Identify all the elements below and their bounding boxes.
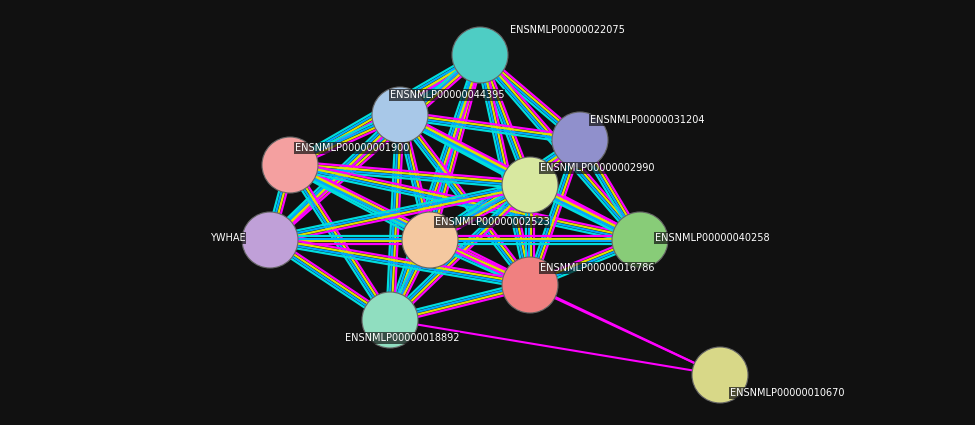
- Text: ENSNMLP00000031204: ENSNMLP00000031204: [590, 115, 705, 125]
- Circle shape: [612, 212, 668, 268]
- Circle shape: [452, 27, 508, 83]
- Circle shape: [502, 157, 558, 213]
- Text: ENSNMLP00000002990: ENSNMLP00000002990: [540, 163, 654, 173]
- Text: ENSNMLP00000040258: ENSNMLP00000040258: [655, 233, 769, 243]
- Circle shape: [242, 212, 298, 268]
- Text: ENSNMLP00000018892: ENSNMLP00000018892: [345, 333, 459, 343]
- Text: ENSNMLP00000010670: ENSNMLP00000010670: [730, 388, 844, 398]
- Text: YWHAE: YWHAE: [210, 233, 246, 243]
- Circle shape: [362, 292, 418, 348]
- Circle shape: [372, 87, 428, 143]
- Circle shape: [502, 257, 558, 313]
- Text: ENSNMLP00000044395: ENSNMLP00000044395: [390, 90, 504, 100]
- Text: ENSNMLP00000001900: ENSNMLP00000001900: [295, 143, 410, 153]
- Text: ENSNMLP00000022075: ENSNMLP00000022075: [510, 25, 625, 35]
- Circle shape: [262, 137, 318, 193]
- Text: ENSNMLP00000002523: ENSNMLP00000002523: [435, 217, 550, 227]
- Text: ENSNMLP00000016786: ENSNMLP00000016786: [540, 263, 654, 273]
- Circle shape: [692, 347, 748, 403]
- Circle shape: [552, 112, 608, 168]
- Circle shape: [402, 212, 458, 268]
